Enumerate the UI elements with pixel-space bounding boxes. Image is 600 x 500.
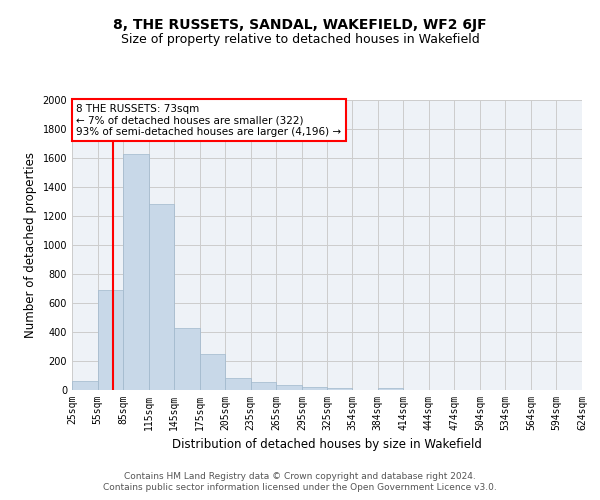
Bar (149, 204, 174, 390)
Bar (328, 388, 352, 390)
Bar (277, 385, 302, 390)
Bar (200, 354, 225, 390)
Bar (72, 382, 98, 390)
Bar (302, 387, 328, 390)
Bar (225, 378, 251, 390)
Y-axis label: Number of detached properties: Number of detached properties (24, 152, 37, 338)
Bar (251, 382, 277, 390)
Text: 8, THE RUSSETS, SANDAL, WAKEFIELD, WF2 6JF: 8, THE RUSSETS, SANDAL, WAKEFIELD, WF2 6… (113, 18, 487, 32)
Text: Size of property relative to detached houses in Wakefield: Size of property relative to detached ho… (121, 32, 479, 46)
Text: 8 THE RUSSETS: 73sqm
← 7% of detached houses are smaller (322)
93% of semi-detac: 8 THE RUSSETS: 73sqm ← 7% of detached ho… (76, 104, 341, 137)
Bar (123, 154, 149, 390)
Text: Contains public sector information licensed under the Open Government Licence v3: Contains public sector information licen… (103, 484, 497, 492)
Bar (174, 328, 200, 390)
Bar (377, 388, 403, 390)
X-axis label: Distribution of detached houses by size in Wakefield: Distribution of detached houses by size … (172, 438, 482, 452)
Bar (98, 290, 123, 390)
Text: Contains HM Land Registry data © Crown copyright and database right 2024.: Contains HM Land Registry data © Crown c… (124, 472, 476, 481)
